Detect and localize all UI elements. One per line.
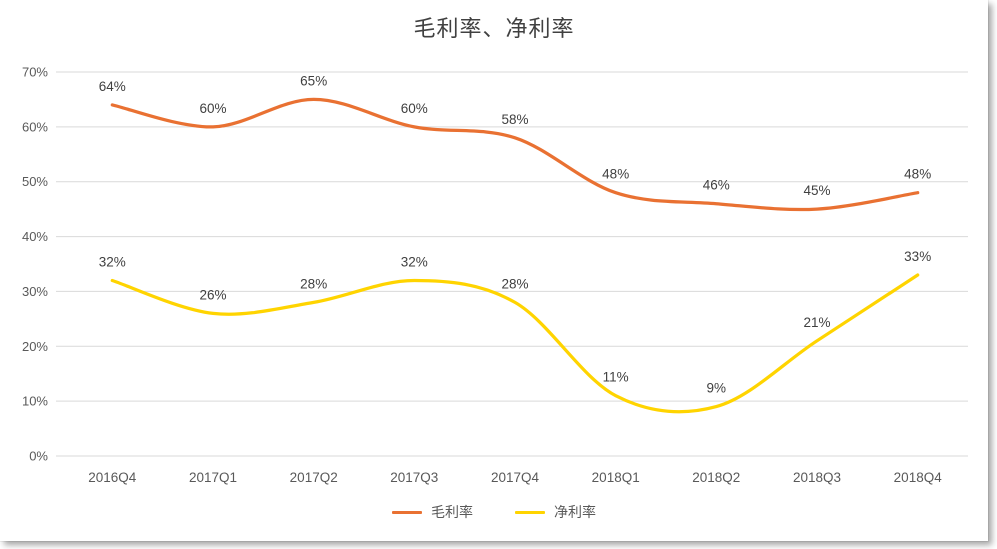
- legend-label-1: 净利率: [554, 504, 596, 520]
- data-label-series-1: 21%: [803, 315, 830, 330]
- y-axis-label: 10%: [22, 394, 48, 409]
- x-axis-label: 2018Q4: [894, 470, 943, 485]
- chart-title: 毛利率、净利率: [413, 16, 575, 41]
- chart-card: 毛利率、净利率 0% 10% 20% 30% 40% 50% 60% 70% 2016Q4 201…: [0, 16, 988, 525]
- data-label-series-0: 48%: [602, 167, 629, 182]
- x-axis-label: 2018Q2: [692, 470, 740, 485]
- x-axis-label: 2016Q4: [88, 470, 137, 485]
- legend-item-1: 净利率: [515, 502, 596, 522]
- y-axis-label: 20%: [22, 339, 48, 354]
- data-label-series-1: 33%: [904, 249, 931, 264]
- series-line-1: [110, 273, 920, 414]
- x-axis-label: 2017Q2: [290, 470, 338, 485]
- x-axis-label: 2018Q1: [592, 470, 640, 485]
- series-line-0: [110, 97, 920, 212]
- data-label-series-1: 28%: [300, 276, 327, 291]
- data-label-series-0: 60%: [199, 101, 226, 116]
- x-axis-label: 2017Q1: [189, 470, 237, 485]
- data-label-series-1: 11%: [603, 370, 629, 385]
- y-axis-label: 0%: [29, 449, 48, 464]
- data-label-series-0: 45%: [803, 183, 830, 198]
- line-chart-plot-area: 0% 10% 20% 30% 40% 50% 60% 70% 2016Q4 2017Q1 2017Q…: [22, 65, 968, 485]
- legend-item-0: 毛利率: [392, 502, 473, 522]
- data-label-series-1: 32%: [99, 255, 126, 270]
- y-axis-label: 30%: [22, 284, 48, 299]
- x-axis-label: 2018Q3: [793, 470, 841, 485]
- data-label-series-1: 28%: [501, 276, 528, 291]
- data-label-series-0: 65%: [300, 73, 327, 88]
- data-label-series-0: 48%: [904, 167, 931, 182]
- legend-swatch-1: [515, 510, 545, 514]
- data-label-series-1: 32%: [401, 255, 428, 270]
- legend-swatch-0: [392, 510, 422, 514]
- y-axis-label: 40%: [22, 229, 48, 244]
- y-axis-label: 50%: [22, 174, 48, 189]
- data-label-series-0: 58%: [501, 112, 528, 127]
- data-label-series-1: 26%: [199, 287, 226, 302]
- y-axis-label: 70%: [22, 65, 48, 80]
- chart-legend: 毛利率 净利率: [0, 499, 988, 525]
- x-axis-label: 2017Q4: [491, 470, 540, 485]
- data-label-series-0: 64%: [99, 79, 126, 94]
- y-axis-label: 60%: [22, 119, 48, 134]
- x-axis-label: 2017Q3: [390, 470, 438, 485]
- legend-label-0: 毛利率: [431, 504, 473, 520]
- data-label-series-1: 9%: [707, 381, 727, 396]
- data-label-series-0: 60%: [401, 101, 428, 116]
- data-label-series-0: 46%: [703, 178, 730, 193]
